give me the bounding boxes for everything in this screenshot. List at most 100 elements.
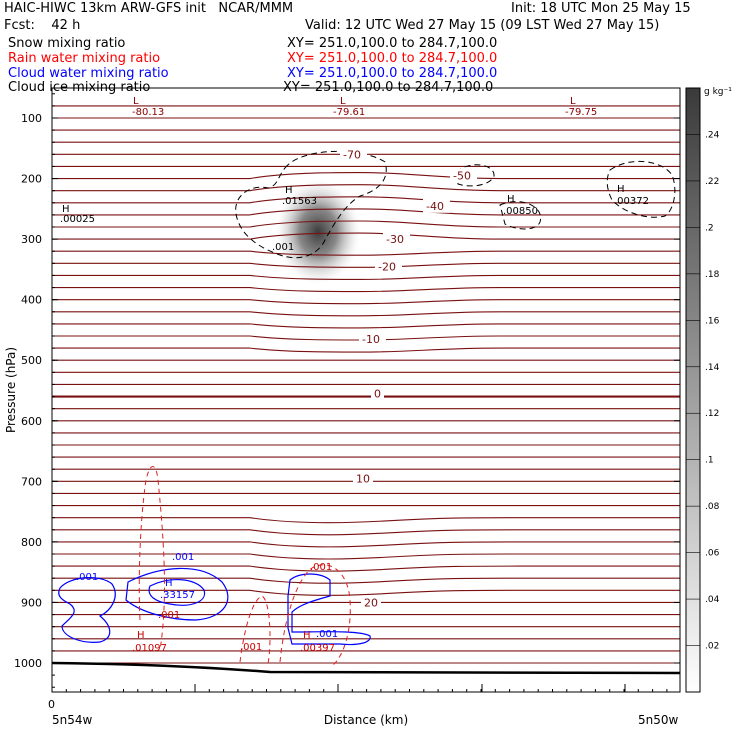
header-line2-right: Valid: 12 UTC Wed 27 May 15 (09 LST Wed … bbox=[305, 18, 660, 33]
extremum-mark: L bbox=[340, 96, 346, 107]
x-tick-label-zero: 0 bbox=[48, 698, 55, 711]
isotherm-line bbox=[52, 565, 680, 572]
isotherm-line bbox=[52, 220, 680, 228]
isotherm-line bbox=[52, 347, 680, 353]
isotherm-line bbox=[52, 553, 680, 560]
colorbar: g kg⁻¹ .02 .04 .06 .08 .1 .12 .14 .16 .18 .2 .22 .24 bbox=[685, 87, 732, 693]
isotherm-label: -20 bbox=[378, 260, 396, 273]
colorbar-tick-label: .06 bbox=[705, 549, 720, 559]
field-cloudwater-xy: XY= 251.0,100.0 to 284.7,100.0 bbox=[287, 66, 498, 81]
cloudwater-contour-left bbox=[58, 577, 116, 643]
extremum-mark: H bbox=[617, 184, 625, 195]
plot-labels: -70 -50 -40 -30 -20 -10 0 10 20 100 200 300 400 500 60… bbox=[4, 96, 679, 727]
field-cloudwater-name: Cloud water mixing ratio bbox=[8, 66, 169, 81]
isotherm-line bbox=[52, 577, 680, 584]
y-tick-label: 200 bbox=[21, 173, 42, 186]
isotherm-lines bbox=[52, 105, 680, 664]
rain-contour-mid bbox=[239, 595, 271, 665]
isotherm-label: -10 bbox=[362, 333, 380, 346]
extremum-value: .33157 bbox=[160, 590, 195, 601]
colorbar-tick-label: .22 bbox=[705, 177, 719, 187]
isotherm-line bbox=[52, 208, 680, 216]
extremum-value: .01563 bbox=[282, 196, 317, 207]
isotherm-label-bg bbox=[371, 386, 384, 401]
x-left-location: 5n54w bbox=[52, 713, 93, 727]
plot-border bbox=[51, 87, 681, 693]
y-tick-label: 700 bbox=[21, 475, 42, 488]
isotherm-label: -50 bbox=[453, 170, 471, 183]
isotherm-line bbox=[52, 287, 680, 293]
isotherm-line bbox=[52, 529, 680, 536]
extremum-value: .00025 bbox=[60, 214, 95, 225]
y-tick-label: 400 bbox=[21, 294, 42, 307]
extremum-mark: L bbox=[570, 96, 576, 107]
contour-value-label: .001 bbox=[310, 562, 332, 573]
x-axis-label: Distance (km) bbox=[324, 713, 408, 727]
cloudwater-contour-right bbox=[287, 573, 371, 646]
field-snow-xy: XY= 251.0,100.0 to 284.7,100.0 bbox=[287, 36, 498, 51]
isotherm-line bbox=[52, 311, 680, 317]
extremum-mark: L bbox=[133, 96, 139, 107]
contour-value-label: .001 bbox=[158, 610, 180, 621]
extremum-value: .00397 bbox=[300, 643, 335, 654]
field-rain-xy: XY= 251.0,100.0 to 284.7,100.0 bbox=[287, 51, 498, 66]
field-rain-name: Rain water mixing ratio bbox=[8, 51, 161, 66]
extremum-mark: H bbox=[165, 578, 173, 589]
isotherm-line bbox=[52, 541, 680, 548]
mixing-ratio-contours bbox=[51, 150, 681, 675]
extremum-value: .01097 bbox=[132, 643, 167, 654]
extremum-value: -79.75 bbox=[565, 107, 597, 118]
isotherm-label-bg bbox=[383, 232, 410, 247]
isotherm-line bbox=[52, 274, 680, 280]
header-line1-left: HAIC-HIWC 13km ARW-GFS init NCAR/MMM bbox=[4, 1, 294, 16]
extremum-mark: H bbox=[507, 194, 515, 205]
colorbar-tick-label: .14 bbox=[705, 363, 720, 373]
ice-contour-right3 bbox=[499, 201, 542, 230]
isotherm-label: 10 bbox=[356, 472, 370, 485]
isotherm-label-bg bbox=[359, 332, 386, 347]
y-tick-label: 500 bbox=[21, 354, 42, 367]
colorbar-unit: g kg⁻¹ bbox=[704, 87, 732, 97]
field-snow-name: Snow mixing ratio bbox=[8, 36, 126, 51]
extremum-value: -80.13 bbox=[132, 107, 164, 118]
isotherm-label: 20 bbox=[364, 596, 378, 609]
isotherm-label-bg bbox=[450, 168, 477, 183]
isotherm-line bbox=[52, 232, 680, 240]
contour-value-label: .001 bbox=[240, 642, 262, 653]
extremum-value: -79.61 bbox=[333, 107, 365, 118]
isotherm-label: -40 bbox=[426, 200, 444, 213]
ice-contour-center bbox=[235, 150, 387, 259]
extremum-mark: H bbox=[285, 185, 293, 196]
colorbar-tick-label: .2 bbox=[705, 223, 714, 233]
y-tick-label: 300 bbox=[21, 233, 42, 246]
rain-contour-right bbox=[279, 564, 351, 667]
y-tick-label: 800 bbox=[21, 536, 42, 549]
extremum-mark: H bbox=[62, 204, 70, 215]
isotherm-line bbox=[52, 589, 680, 596]
isotherm-label-bg bbox=[353, 471, 373, 486]
y-axis-label: Pressure (hPa) bbox=[4, 347, 18, 433]
isotherm-line bbox=[52, 517, 680, 524]
isotherm-line bbox=[52, 196, 680, 204]
isotherm-line bbox=[52, 299, 680, 305]
isotherm-label-bg bbox=[361, 595, 381, 610]
isotherm-label-bg bbox=[375, 259, 402, 274]
isotherm-label: 0 bbox=[374, 388, 381, 401]
colorbar-tick-label: .18 bbox=[705, 270, 720, 280]
contour-value-label: .001 bbox=[172, 552, 194, 563]
colorbar-tick-label: .12 bbox=[705, 409, 719, 419]
y-tick-label: 1000 bbox=[14, 657, 42, 670]
colorbar-bar bbox=[685, 87, 701, 693]
isotherm-label-bg bbox=[340, 147, 367, 162]
colorbar-tick-label: .04 bbox=[705, 595, 720, 605]
y-tick-label: 100 bbox=[21, 112, 42, 125]
header-line1-right: Init: 18 UTC Mon 25 May 15 bbox=[511, 1, 691, 16]
isotherm-line bbox=[52, 323, 680, 329]
plot-frame bbox=[51, 87, 681, 693]
y-tick-label: 900 bbox=[21, 596, 42, 609]
colorbar-tick-label: .24 bbox=[705, 130, 720, 140]
extremum-value: .00372 bbox=[614, 196, 649, 207]
colorbar-tick-label: .1 bbox=[705, 456, 714, 466]
contour-value-label: .001 bbox=[316, 629, 338, 640]
extremum-mark: H bbox=[303, 630, 311, 641]
